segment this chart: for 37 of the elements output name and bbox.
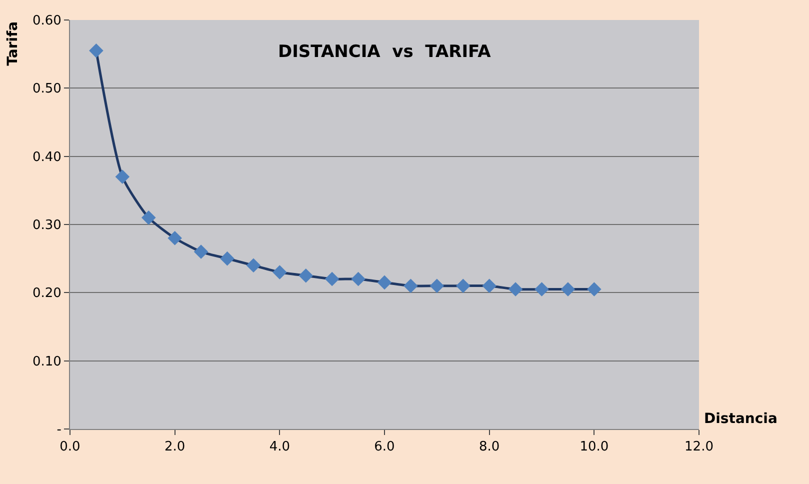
x-tick-label: 2.0 xyxy=(164,440,186,455)
point xyxy=(456,278,470,293)
point xyxy=(194,244,208,259)
point xyxy=(534,282,549,296)
y-tick-label: 0.10 xyxy=(32,354,62,370)
y-tick-label: 0.20 xyxy=(32,286,62,302)
x-tick-label: 12.0 xyxy=(684,440,714,455)
y-tick-label: 0.60 xyxy=(32,14,62,29)
y-tick-label: 0.40 xyxy=(32,150,62,165)
point xyxy=(220,251,234,266)
point xyxy=(377,275,392,290)
point xyxy=(560,282,576,296)
x-axis-title: Distancia xyxy=(704,411,778,427)
point xyxy=(89,44,104,58)
x-tick-label: 6.0 xyxy=(374,440,395,455)
y-tick-label: - xyxy=(56,422,62,438)
point xyxy=(272,265,287,280)
y-tick-label: 0.50 xyxy=(32,82,62,97)
point xyxy=(482,278,496,293)
x-tick-label: 8.0 xyxy=(478,440,500,455)
point xyxy=(168,230,182,246)
point xyxy=(508,282,523,296)
point xyxy=(404,278,418,293)
x-tick-label: 4.0 xyxy=(269,440,290,455)
point xyxy=(246,258,261,273)
point xyxy=(430,278,444,293)
point xyxy=(141,210,156,225)
point xyxy=(351,272,366,286)
point xyxy=(298,268,314,283)
x-tick-label: 10.0 xyxy=(580,440,609,455)
text: DISTANCIA vs TARIFA xyxy=(278,42,492,62)
point xyxy=(324,272,340,286)
y-axis-title: Tarifa xyxy=(4,21,21,66)
point xyxy=(587,282,602,296)
x-tick-label: 0.0 xyxy=(60,440,80,455)
point xyxy=(115,170,130,184)
y-tick-label: 0.30 xyxy=(32,218,62,234)
